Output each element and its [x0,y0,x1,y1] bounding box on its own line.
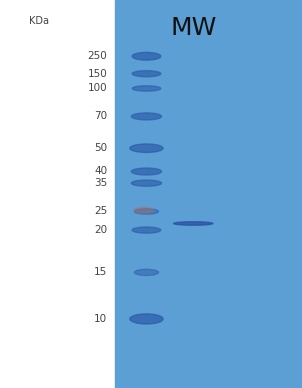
Text: 150: 150 [88,69,107,79]
Ellipse shape [134,269,159,275]
Text: MW: MW [170,16,217,40]
Ellipse shape [132,52,161,60]
Text: 35: 35 [94,178,107,188]
Ellipse shape [130,144,163,152]
Text: 20: 20 [94,225,107,235]
Ellipse shape [131,180,162,186]
Text: 50: 50 [94,143,107,153]
Ellipse shape [132,227,161,233]
Text: 10: 10 [94,314,107,324]
Text: 70: 70 [94,111,107,121]
Text: 15: 15 [94,267,107,277]
Ellipse shape [131,168,162,175]
Text: 100: 100 [88,83,107,94]
Ellipse shape [174,222,213,225]
Ellipse shape [131,113,162,120]
Text: 40: 40 [94,166,107,177]
Ellipse shape [134,209,159,214]
Ellipse shape [134,207,153,213]
Text: KDa: KDa [29,16,49,26]
Text: 25: 25 [94,206,107,217]
Text: 250: 250 [88,51,107,61]
Ellipse shape [132,86,161,91]
Bar [115,0,302,388]
Ellipse shape [130,314,163,324]
Ellipse shape [132,71,161,77]
